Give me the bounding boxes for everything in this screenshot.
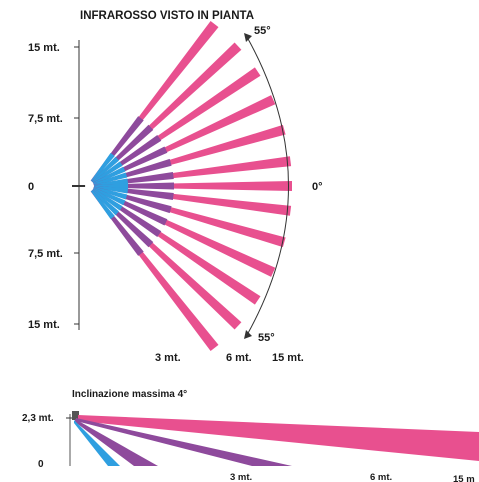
plan-beam-far bbox=[94, 181, 292, 191]
side-beam-mid-1 bbox=[76, 418, 292, 466]
arc-arrow-top-icon bbox=[244, 33, 252, 42]
side-beam-mid-2 bbox=[75, 419, 158, 466]
sensor-icon bbox=[72, 411, 79, 420]
side-x-label: 3 mt. bbox=[230, 472, 252, 482]
plan-view-title: INFRAROSSO VISTO IN PIANTA bbox=[80, 10, 254, 22]
plan-beam-near bbox=[93, 186, 128, 200]
plan-beam-near bbox=[93, 185, 128, 194]
plan-y-label: 7,5 mt. bbox=[28, 113, 63, 125]
side-view-title: Inclinazione massima 4° bbox=[72, 389, 187, 400]
side-beam-far bbox=[78, 415, 479, 461]
side-y-label: 2,3 mt. bbox=[22, 413, 54, 424]
plan-beam-near bbox=[92, 188, 123, 211]
plan-view: INFRAROSSO VISTO IN PIANTA 15 mt. 7,5 mt… bbox=[28, 10, 323, 364]
angle-label-center: 0° bbox=[312, 181, 323, 193]
plan-beam-near bbox=[93, 166, 126, 185]
sensor-origin-icon bbox=[85, 183, 91, 189]
plan-y-label: 7,5 mt. bbox=[28, 248, 63, 260]
plan-beam-near bbox=[93, 187, 126, 206]
plan-beam-near bbox=[93, 172, 128, 186]
plan-beams bbox=[85, 21, 292, 351]
plan-beam-near bbox=[90, 190, 115, 220]
side-y-label: 0 bbox=[38, 459, 44, 470]
side-x-label: 6 mt. bbox=[370, 472, 392, 482]
plan-y-label: 0 bbox=[28, 181, 34, 193]
plan-x-label: 3 mt. bbox=[155, 352, 181, 364]
side-beam-near bbox=[74, 420, 120, 466]
plan-y-label: 15 mt. bbox=[28, 319, 60, 331]
side-x-label: 15 m bbox=[453, 474, 475, 482]
plan-beam-near bbox=[90, 152, 115, 182]
side-view: Inclinazione massima 4° 2,3 mt. 0 3 mt. … bbox=[22, 389, 479, 482]
plan-beam-near bbox=[92, 161, 123, 184]
angle-label-bottom: 55° bbox=[258, 332, 275, 344]
angle-label-top: 55° bbox=[254, 25, 271, 37]
plan-beam-near bbox=[91, 189, 119, 216]
plan-beam-near bbox=[91, 156, 119, 183]
plan-x-label: 15 mt. bbox=[272, 352, 304, 364]
plan-y-label: 15 mt. bbox=[28, 42, 60, 54]
coverage-arc bbox=[246, 36, 289, 336]
arc-arrow-bottom-icon bbox=[244, 330, 252, 339]
plan-x-label: 6 mt. bbox=[226, 352, 252, 364]
